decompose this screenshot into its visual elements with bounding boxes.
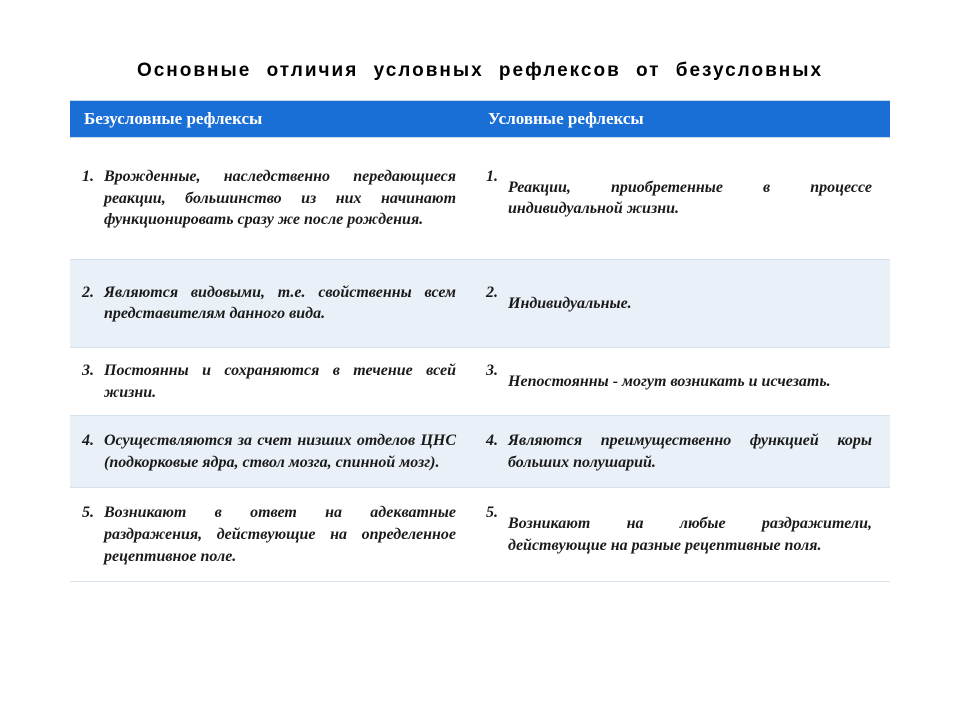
- row-num-left: 4.: [70, 416, 104, 488]
- col-header-left: Безусловные рефлексы: [70, 101, 474, 138]
- cell-left: Постоянны и сохраняются в течение всей ж…: [104, 347, 474, 415]
- row-num-right: 3.: [474, 347, 508, 415]
- table-row: 2. Являются видовыми, т.е. свойственны в…: [70, 259, 890, 347]
- cell-right: Реакции, приобретенные в процессе индиви…: [508, 138, 890, 260]
- page-title: Основные отличия условных рефлексов от б…: [70, 60, 890, 82]
- row-num-right: 5.: [474, 488, 508, 582]
- table-header-row: Безусловные рефлексы Условные рефлексы: [70, 101, 890, 138]
- cell-left: Врожденные, наследственно передающиеся р…: [104, 138, 474, 260]
- table-row: 5. Возникают в ответ на адекватные раздр…: [70, 488, 890, 582]
- row-num-left: 3.: [70, 347, 104, 415]
- col-header-right: Условные рефлексы: [474, 101, 890, 138]
- cell-left: Являются видовыми, т.е. свойственны всем…: [104, 259, 474, 347]
- row-num-right: 2.: [474, 259, 508, 347]
- comparison-table: Безусловные рефлексы Условные рефлексы 1…: [70, 100, 890, 582]
- row-num-right: 1.: [474, 138, 508, 260]
- table-row: 4. Осуществляются за счет низших отделов…: [70, 416, 890, 488]
- cell-right: Индивидуальные.: [508, 259, 890, 347]
- row-num-left: 5.: [70, 488, 104, 582]
- table-row: 1. Врожденные, наследственно передающиес…: [70, 138, 890, 260]
- cell-left: Возникают в ответ на адекватные раздраже…: [104, 488, 474, 582]
- row-num-left: 2.: [70, 259, 104, 347]
- row-num-right: 4.: [474, 416, 508, 488]
- row-num-left: 1.: [70, 138, 104, 260]
- table-row: 3. Постоянны и сохраняются в течение все…: [70, 347, 890, 415]
- cell-right: Непостоянны - могут возникать и исчезать…: [508, 347, 890, 415]
- cell-right: Являются преимущественно функцией коры б…: [508, 416, 890, 488]
- cell-left: Осуществляются за счет низших отделов ЦН…: [104, 416, 474, 488]
- cell-right: Возникают на любые раздражители, действу…: [508, 488, 890, 582]
